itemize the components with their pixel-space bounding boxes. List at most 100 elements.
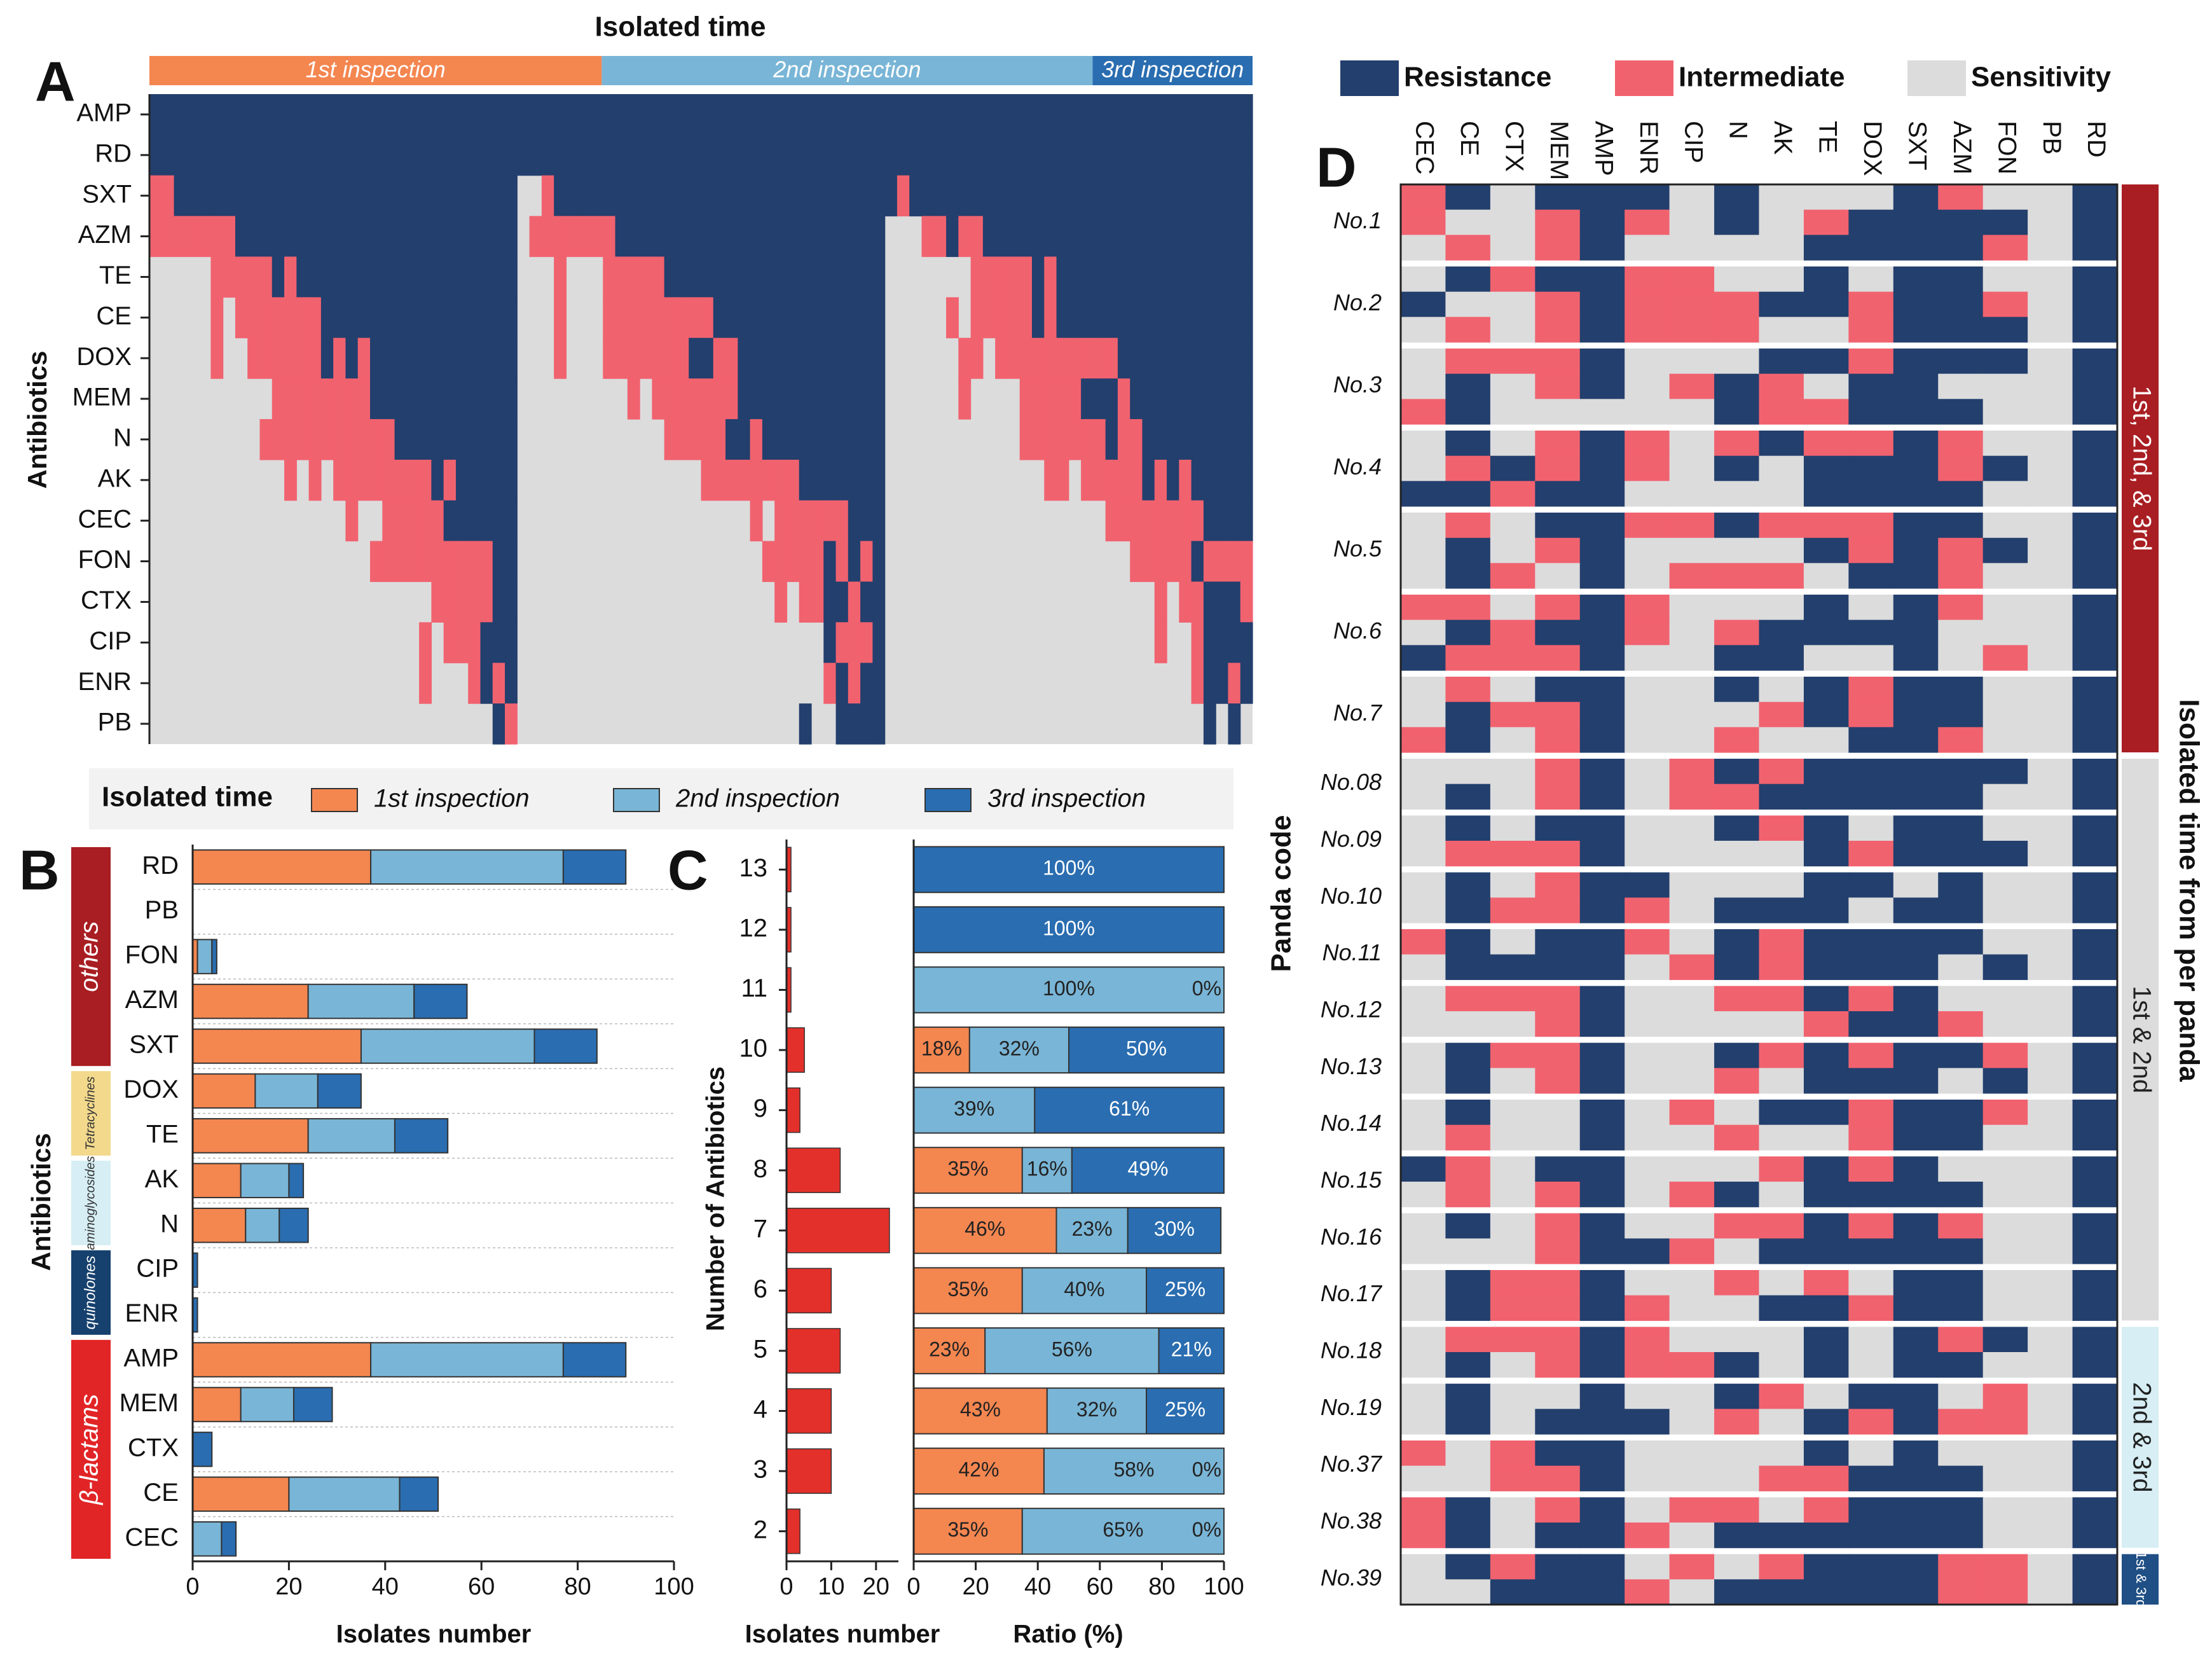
heatmap-cell: [1490, 727, 1535, 753]
heatmap-cell: [713, 256, 726, 298]
heatmap-cell: [1893, 1383, 1939, 1409]
heatmap-cell: [835, 256, 849, 298]
heatmap-cell: [1130, 500, 1143, 542]
heatmap-cell: [921, 216, 935, 258]
heatmap-cell: [1625, 1213, 1670, 1239]
heatmap-cell: [394, 378, 408, 420]
heatmap-cell: [1625, 1124, 1670, 1150]
heatmap-cell: [406, 134, 420, 176]
heatmap-cell: [1167, 419, 1179, 460]
heatmap-cell: [1579, 595, 1625, 621]
heatmap-cell: [1848, 1124, 1894, 1150]
category-label: 2: [753, 1516, 767, 1544]
heatmap-cell: [271, 175, 285, 217]
category-label: CE: [143, 1479, 179, 1507]
heatmap-cell: [2072, 1124, 2118, 1150]
heatmap-cell: [1445, 349, 1491, 375]
heatmap-cell: [872, 378, 886, 420]
ratio-bar: [1146, 1387, 1225, 1435]
stacked-bar: [240, 1163, 290, 1199]
heatmap-cell: [1579, 537, 1625, 563]
ratio-bar: [1055, 1206, 1129, 1254]
heatmap-cell: [1625, 784, 1670, 810]
heatmap-cell: [1216, 378, 1229, 420]
heatmap-cell: [848, 500, 861, 542]
heatmap-cell: [823, 338, 837, 379]
heatmap-cell: [872, 338, 886, 379]
heatmap-cell: [1228, 500, 1241, 542]
heatmap-cell: [823, 419, 837, 460]
heatmap-cell: [1579, 235, 1625, 261]
ratio-label: 0%: [1192, 1518, 1221, 1541]
heatmap-cell: [2072, 619, 2118, 646]
heatmap-cell: [1803, 563, 1849, 589]
group-label: 1st & 2nd: [2127, 986, 2155, 1093]
heatmap-cell: [2072, 986, 2118, 1012]
heatmap-cell: [320, 94, 334, 135]
heatmap-cell: [1240, 134, 1253, 176]
heatmap-cell: [1714, 1440, 1760, 1467]
heatmap-cell: [640, 175, 652, 217]
heatmap-cell: [2028, 431, 2073, 457]
row-label: FON: [78, 546, 132, 574]
heatmap-cell: [308, 94, 322, 135]
heatmap-cell: [1191, 459, 1204, 501]
heatmap-cell: [1044, 134, 1057, 176]
heatmap-cell: [982, 297, 996, 338]
category-label: 10: [739, 1035, 768, 1063]
heatmap-cell: [1007, 216, 1020, 258]
ratio-bar: [913, 1026, 970, 1074]
heatmap-cell: [1982, 986, 2028, 1012]
heatmap-cell: [787, 134, 800, 176]
heatmap-cell: [419, 297, 432, 338]
heatmap-cell: [995, 256, 1008, 298]
heatmap-cell: [2028, 291, 2073, 317]
heatmap-cell: [811, 338, 824, 379]
heatmap-cell: [787, 541, 800, 583]
row-label: CEC: [78, 505, 132, 533]
heatmap-cell: [1714, 481, 1760, 507]
heatmap-cell: [1117, 94, 1130, 135]
heatmap-cell: [1625, 184, 1670, 211]
heatmap-cell: [1759, 1213, 1804, 1239]
heatmap-cell: [2028, 1523, 2073, 1549]
heatmap-cell: [296, 297, 310, 338]
heatmap-cell: [431, 500, 444, 542]
heatmap-cell: [1179, 94, 1192, 135]
heatmap-cell: [1490, 266, 1535, 293]
heatmap-cell: [455, 297, 469, 338]
heatmap-cell: [1081, 297, 1094, 338]
heatmap-cell: [1032, 134, 1045, 176]
heatmap-cell: [1203, 419, 1216, 460]
heatmap-cell: [210, 175, 224, 217]
heatmap-cell: [1019, 175, 1033, 217]
heatmap-cell: [1579, 954, 1625, 980]
heatmap-cell: [345, 216, 359, 258]
heatmap-cell: [431, 419, 444, 460]
heatmap-cell: [1803, 1327, 1849, 1353]
heatmap-cell: [198, 216, 211, 258]
heatmap-cell: [1669, 317, 1715, 343]
heatmap-cell: [1893, 317, 1939, 343]
heatmap-cell: [872, 500, 886, 542]
heatmap-cell: [1056, 378, 1069, 420]
heatmap-cell: [1154, 378, 1167, 420]
heatmap-cell: [1401, 537, 1446, 563]
heatmap-cell: [1044, 216, 1057, 258]
heatmap-cell: [750, 94, 763, 135]
heatmap-cell: [1142, 338, 1155, 379]
heatmap-cell: [1714, 595, 1760, 621]
heatmap-cell: [1579, 1238, 1625, 1264]
heatmap-cell: [1579, 1295, 1625, 1321]
group-bar: [71, 1071, 111, 1156]
heatmap-cell: [1167, 94, 1179, 135]
heatmap-cell: [320, 175, 334, 217]
heatmap-cell: [1669, 349, 1715, 375]
heatmap-cell: [529, 134, 542, 176]
heatmap-cell: [1579, 815, 1625, 841]
heatmap-cell: [811, 541, 824, 583]
column-label: CE: [1455, 121, 1483, 156]
heatmap-cell: [345, 297, 359, 338]
heatmap-cell: [676, 338, 689, 379]
heatmap-cell: [1625, 1182, 1670, 1208]
